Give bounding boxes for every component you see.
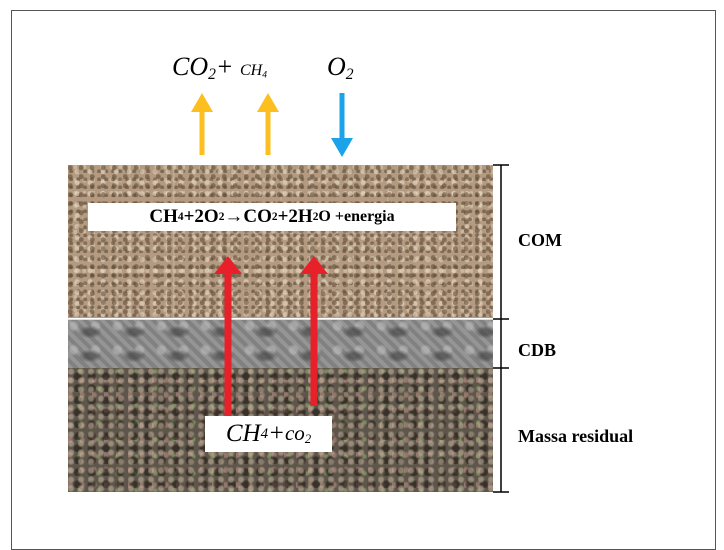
- label-massa-residual: Massa residual: [518, 426, 634, 446]
- emitted-gases-label: CO2+ CH4: [172, 52, 267, 83]
- internal-arrow-right-icon: [300, 256, 328, 406]
- oxygen-label: O2: [327, 52, 354, 83]
- arrows-overlay: [191, 93, 509, 493]
- com-layer: [68, 165, 493, 318]
- landfill-gas-label: CH 4 + co2: [205, 416, 332, 452]
- oxygen-arrow-down-icon: [331, 93, 353, 157]
- oxidation-equation: CH 4 +2O 2 → CO 2 +2H 2 O +energia: [88, 203, 456, 231]
- internal-arrow-left-icon: [214, 256, 242, 416]
- emission-arrow-co2-icon: [191, 93, 213, 155]
- label-com: COM: [518, 230, 562, 250]
- layer-bracket: [493, 164, 509, 493]
- label-cdb: CDB: [518, 340, 557, 360]
- emission-arrow-ch4-icon: [257, 93, 279, 155]
